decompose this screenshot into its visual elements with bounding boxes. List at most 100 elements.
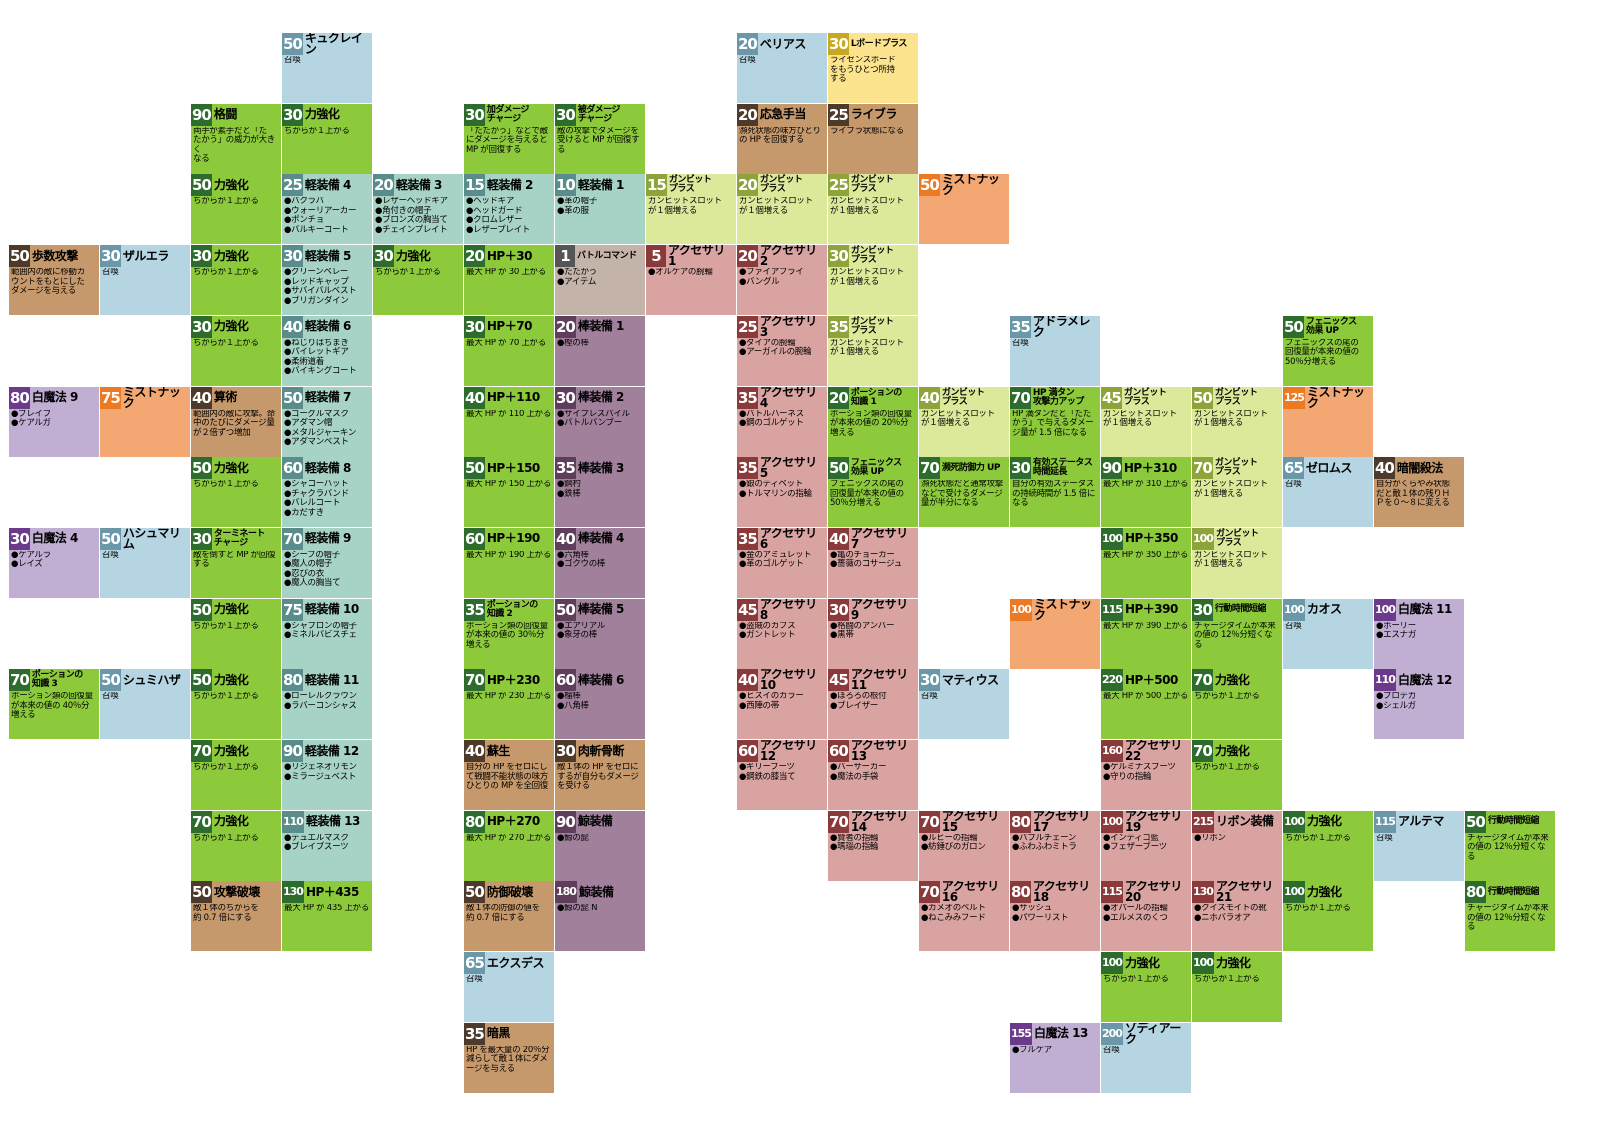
license-cell[interactable]: 50 フェニックス 効果 UP フェニックスの尾の 回復量が本来の値の 50％分増え… <box>1283 315 1373 386</box>
license-cell[interactable]: 130 アクセサリ 21 ●クイスモイトの靴 ●ニホバラオア <box>1192 881 1282 952</box>
license-cell[interactable]: 30 有効ステータス 時間延長 自分の有効ステータス の持続時間が 1.5 倍に な… <box>1010 457 1100 528</box>
license-cell[interactable]: 20 ベリアス 召喚 <box>737 33 827 103</box>
license-cell[interactable]: 20 HP＋30 最大 HP が 30 上がる <box>464 245 554 316</box>
license-cell[interactable]: 30 アクセサリ 9 ●格闘のアンバー ●黒帯 <box>828 598 918 669</box>
license-cell[interactable]: 50 フェニックス 効果 UP フェニックスの尾の 回復量が本来の値の 50％分増え… <box>828 457 918 528</box>
license-cell[interactable]: 15 軽装備 2 ●ヘッドギア ●ヘッドガード ●クロムレザー ●レザープレイト <box>464 174 554 245</box>
license-cell[interactable]: 70 HP 満タン 攻撃力アップ HP 満タンだと「たた かう」で与えるダメー ジ量… <box>1010 386 1100 457</box>
license-cell[interactable]: 35 アクセサリ 4 ●バトルハーネス ●鋼のゴルゲット <box>737 386 827 457</box>
license-cell[interactable]: 30 白魔法 4 ●ケアルラ ●レイズ <box>9 527 99 598</box>
license-cell[interactable]: 155 白魔法 13 ●フルケア <box>1010 1022 1100 1093</box>
license-cell[interactable]: 80 アクセサリ 18 ●サッシュ ●パワーリスト <box>1010 881 1100 952</box>
license-cell[interactable]: 40 アクセサリ 7 ●亀のチョーカー ●薔薇のコサージュ <box>828 527 918 598</box>
license-cell[interactable]: 40 算術 範囲内の敵に攻撃。命 中のたびにダメージ量 が２倍ずつ増加 <box>191 386 281 457</box>
license-cell[interactable]: 50 ハシュマリム 召喚 <box>100 527 190 598</box>
license-cell[interactable]: 50 ミストナック <box>919 174 1009 245</box>
license-cell[interactable]: 25 ガンビット プラス ガンビットスロット が１個増える <box>828 174 918 245</box>
license-cell[interactable]: 70 ポーションの 知識 3 ポーション類の回復量 が本来の値の 40％分 増える <box>9 669 99 740</box>
license-cell[interactable]: 115 HP＋390 最大 HP が 390 上がる <box>1101 598 1191 669</box>
license-cell[interactable]: 200 ゾディアーク 召喚 <box>1101 1022 1191 1093</box>
license-cell[interactable]: 60 HP＋190 最大 HP が 190 上がる <box>464 527 554 598</box>
license-cell[interactable]: 10 軽装備 1 ●革の帽子 ●革の服 <box>555 174 645 245</box>
license-cell[interactable]: 65 エクスデス 召喚 <box>464 952 554 1023</box>
license-cell[interactable]: 100 白魔法 11 ●ホーリー ●エスナガ <box>1374 598 1464 669</box>
license-cell[interactable]: 45 アクセサリ 8 ●盗賊のカフス ●ガントレット <box>737 598 827 669</box>
license-cell[interactable]: 80 HP＋270 最大 HP が 270 上がる <box>464 810 554 881</box>
license-cell[interactable]: 30 マティウス 召喚 <box>919 669 1009 740</box>
license-cell[interactable]: 45 ガンビット プラス ガンビットスロット が１個増える <box>1101 386 1191 457</box>
license-cell[interactable]: 50 棒装備 5 ●エアリアル ●象牙の棒 <box>555 598 645 669</box>
license-cell[interactable]: 50 行動時間短縮 チャージタイムが本来 の値の 12％分短くな る <box>1465 810 1555 881</box>
license-cell[interactable]: 35 ガンビット プラス ガンビットスロット が１個増える <box>828 315 918 386</box>
license-cell[interactable]: 100 力強化 ちからが１上がる <box>1283 810 1373 881</box>
license-cell[interactable]: 40 軽装備 6 ●ねじりはちまき ●パイレットギア ●柔術道着 ●バイキングコート <box>282 315 372 386</box>
license-cell[interactable]: 40 暗闇殺法 自分がくらやみ状態 だと敵１体の残りＨ Ｐを０〜８に変える <box>1374 457 1464 528</box>
license-cell[interactable]: 35 ポーションの 知識 2 ポーション類の回復量 が本来の値の 30％分 増える <box>464 598 554 669</box>
license-cell[interactable]: 30 力強化 ちからが１上がる <box>191 315 281 386</box>
license-cell[interactable]: 130 HP＋435 最大 HP が 435 上がる <box>282 881 372 952</box>
license-cell[interactable]: 90 鯨装備 ●鯨の髭 <box>555 810 645 881</box>
license-cell[interactable]: 80 行動時間短縮 チャージタイムが本来 の値の 12％分短くな る <box>1465 881 1555 952</box>
license-cell[interactable]: 50 軽装備 7 ●ゴーグルマスク ●アダマン帽 ●メタルジャーキン ●アダマンベス… <box>282 386 372 457</box>
license-cell[interactable]: 40 棒装備 4 ●六角棒 ●ゴクウの棒 <box>555 527 645 598</box>
license-cell[interactable]: 30 行動時間短縮 チャージタイムが本来 の値の 12％分短くな る <box>1192 598 1282 669</box>
license-cell[interactable]: 30 被ダメージ チャージ 敵の攻撃でダメージを 受けると MP が回復す る <box>555 103 645 174</box>
license-cell[interactable]: 80 白魔法 9 ●ブレイブ ●ケアルガ <box>9 386 99 457</box>
license-cell[interactable]: 70 力強化 ちからが１上がる <box>1192 669 1282 740</box>
license-cell[interactable]: 30 ガンビット プラス ガンビットスロット が１個増える <box>828 245 918 316</box>
license-cell[interactable]: 30 HP＋70 最大 HP が 70 上がる <box>464 315 554 386</box>
license-cell[interactable]: 50 防御破壊 敵１体の防御の値を 約 0.7 倍にする <box>464 881 554 952</box>
license-cell[interactable]: 70 アクセサリ 16 ●カメオのベルト ●ねこみみフード <box>919 881 1009 952</box>
license-cell[interactable]: 50 力強化 ちからが１上がる <box>191 457 281 528</box>
license-cell[interactable]: 35 アクセサリ 5 ●銀のティベット ●トルマリンの指輪 <box>737 457 827 528</box>
license-cell[interactable]: 50 シュミハザ 召喚 <box>100 669 190 740</box>
license-cell[interactable]: 60 軽装備 8 ●シャコーハット ●チャクラバンド ●バレルコート ●カだすき <box>282 457 372 528</box>
license-cell[interactable]: 70 瀕死防御力 UP 瀕死状態だと通常攻撃 などで受けるダメージ 量が半分になる <box>919 457 1009 528</box>
license-cell[interactable]: 70 軽装備 9 ●シーフの帽子 ●魔人の帽子 ●忍びの衣 ●魔人の胸当て <box>282 527 372 598</box>
license-cell[interactable]: 50 力強化 ちからが１上がる <box>191 598 281 669</box>
license-cell[interactable]: 65 ゼロムス 召喚 <box>1283 457 1373 528</box>
license-cell[interactable]: 20 アクセサリ 2 ●ファイアフライ ●バングル <box>737 245 827 316</box>
license-cell[interactable]: 30 軽装備 5 ●グリーンベレー ●レッドキャップ ●サバイバルベスト ●ブリガン… <box>282 245 372 316</box>
license-cell[interactable]: 60 棒装備 6 ●榴棒 ●八角棒 <box>555 669 645 740</box>
license-cell[interactable]: 100 ミストナック <box>1010 598 1100 669</box>
license-cell[interactable]: 110 白魔法 12 ●プロテガ ●シェルガ <box>1374 669 1464 740</box>
license-cell[interactable]: 90 格闘 両手が素手だと「た たかう」の威力が大きく なる <box>191 103 281 174</box>
license-cell[interactable]: 25 アクセサリ 3 ●ダイアの腕輪 ●アーガイルの腕輪 <box>737 315 827 386</box>
license-cell[interactable]: 100 アクセサリ 19 ●インディゴ藍 ●フェザーブーツ <box>1101 810 1191 881</box>
license-cell[interactable]: 90 軽装備 12 ●リジェネオリモン ●ミラージュベスト <box>282 740 372 810</box>
license-cell[interactable]: 20 応急手当 瀕死状態の味方ひとり の HP を回復する <box>737 103 827 174</box>
license-cell[interactable]: 100 力強化 ちからが１上がる <box>1283 881 1373 952</box>
license-cell[interactable]: 50 攻撃破壊 敵１体のちからを 約 0.7 倍にする <box>191 881 281 952</box>
license-cell[interactable]: 220 HP＋500 最大 HP が 500 上がる <box>1101 669 1191 740</box>
license-cell[interactable]: 30 Lボードプラス ライセンスボード をもうひとつ所持 する <box>828 33 918 103</box>
license-cell[interactable]: 35 アドラメレク 召喚 <box>1010 315 1100 386</box>
license-cell[interactable]: 100 力強化 ちからが１上がる <box>1101 952 1191 1023</box>
license-cell[interactable]: 30 肉斬骨断 敵１体の HP をゼロに するが自分もダメージ を受ける <box>555 740 645 810</box>
license-cell[interactable]: 60 アクセサリ 12 ●ギリーブーツ ●鋼鉄の膝当て <box>737 740 827 810</box>
license-cell[interactable]: 35 棒装備 3 ●鋼杓 ●鉄棒 <box>555 457 645 528</box>
license-cell[interactable]: 70 力強化 ちからが１上がる <box>1192 740 1282 810</box>
license-cell[interactable]: 30 力強化 ちからが１上がる <box>191 245 281 316</box>
license-cell[interactable]: 215 リボン装備 ●リボン <box>1192 810 1282 881</box>
license-cell[interactable]: 50 力強化 ちからが１上がる <box>191 174 281 245</box>
license-cell[interactable]: 70 アクセサリ 14 ●賢者の指輪 ●瑪瑙の指輪 <box>828 810 918 881</box>
license-cell[interactable]: 25 ライブラ ライブラ状態になる <box>828 103 918 174</box>
license-cell[interactable]: 50 力強化 ちからが１上がる <box>191 669 281 740</box>
license-cell[interactable]: 5 アクセサリ 1 ●オルケアの腕輪 <box>646 245 736 316</box>
license-cell[interactable]: 15 ガンビット プラス ガンビットスロット が１個増える <box>646 174 736 245</box>
license-cell[interactable]: 30 棒装備 2 ●サイプレスパイル ●バトルバンブー <box>555 386 645 457</box>
license-cell[interactable]: 50 歩数攻撃 範囲内の敵に移動カ ウントをもとにした ダメージを与える <box>9 245 99 316</box>
license-cell[interactable]: 90 HP＋310 最大 HP が 310 上がる <box>1101 457 1191 528</box>
license-cell[interactable]: 80 軽装備 11 ●ローレルクラウン ●ラバーコンシャス <box>282 669 372 740</box>
license-cell[interactable]: 40 蘇生 自分の HP をゼロにし て戦闘不能状態の味方 ひとりの MP を全回復 <box>464 740 554 810</box>
license-cell[interactable]: 35 暗黒 HP を最大量の 20％分 減らして敵１体にダメ ージを与える <box>464 1022 554 1093</box>
license-cell[interactable]: 1 バトルコマンド ●たたかう ●アイテム <box>555 245 645 316</box>
license-cell[interactable]: 30 ターミネート チャージ 敵を倒すと MP が回復 する <box>191 527 281 598</box>
license-cell[interactable]: 100 ガンビット プラス ガンビットスロット が１個増える <box>1192 527 1282 598</box>
license-cell[interactable]: 80 アクセサリ 17 ●バブルチェーン ●ふわふわミトラ <box>1010 810 1100 881</box>
license-cell[interactable]: 125 ミストナック <box>1283 386 1373 457</box>
license-cell[interactable]: 160 アクセサリ 22 ●ゲルミナスブーツ ●守りの指輪 <box>1101 740 1191 810</box>
license-cell[interactable]: 20 軽装備 3 ●レザーヘッドギア ●角付きの帽子 ●ブロンズの胸当て ●チェイン… <box>373 174 463 245</box>
license-cell[interactable]: 50 キュクレイン 召喚 <box>282 33 372 103</box>
